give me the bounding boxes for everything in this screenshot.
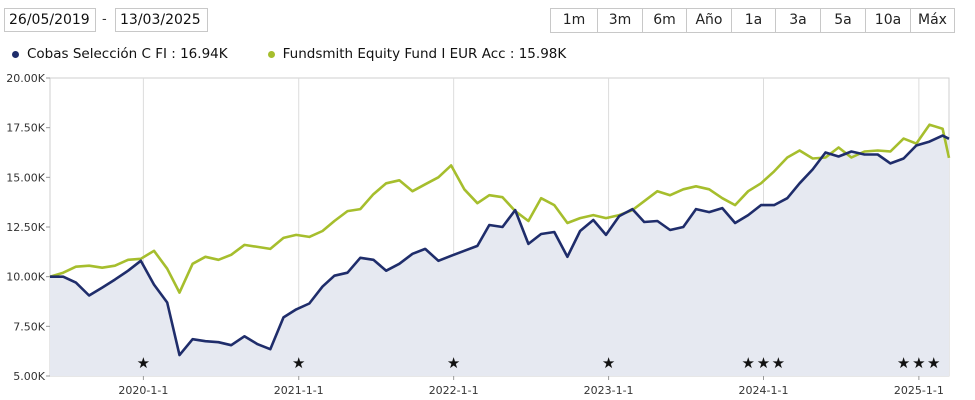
legend-item-cobas[interactable]: Cobas Selección C FI : 16.94K (12, 46, 228, 62)
range-button-1a[interactable]: 1a (731, 9, 775, 32)
y-tick-label: 5.00K (13, 370, 45, 383)
x-tick-label: 2021-1-1 (274, 384, 324, 397)
range-button-5a[interactable]: 5a (820, 9, 865, 32)
date-from-input[interactable]: 26/05/2019 (4, 8, 96, 32)
y-tick-label: 17.50K (6, 122, 45, 135)
area-layer (50, 135, 949, 376)
event-star-marker[interactable]: ★ (757, 354, 770, 372)
legend-value-cobas: 16.94K (180, 46, 228, 62)
event-star-marker[interactable]: ★ (742, 354, 755, 372)
y-tick-label: 15.00K (6, 171, 45, 184)
event-star-marker[interactable]: ★ (897, 354, 910, 372)
range-button-3a[interactable]: 3a (775, 9, 820, 32)
date-to-input[interactable]: 13/03/2025 (115, 8, 208, 32)
legend-dot-cobas (12, 50, 19, 58)
range-button-1m[interactable]: 1m (551, 9, 597, 32)
legend: Cobas Selección C FI : 16.94K Fundsmith … (12, 46, 566, 62)
x-tick-label: 2022-1-1 (429, 384, 479, 397)
legend-label-cobas: Cobas Selección C FI (27, 46, 167, 62)
y-tick-label: 12.50K (6, 221, 45, 234)
series-line-fundsmith[interactable] (49, 123, 951, 294)
legend-dot-fundsmith (267, 50, 275, 58)
series-line-cobas[interactable] (50, 134, 950, 357)
y-tick-label: 20.00K (6, 72, 45, 85)
legend-item-fundsmith[interactable]: Fundsmith Equity Fund I EUR Acc : 15.98K (267, 46, 567, 62)
y-tick-label: 7.50K (13, 320, 45, 333)
axis-layer: 5.00K 7.50K 10.00K 12.50K 15.00K 17.50K 20.00K… (6, 72, 944, 397)
event-star-marker[interactable]: ★ (292, 354, 305, 372)
event-star-marker[interactable]: ★ (137, 354, 150, 372)
x-tick-label: 2024-1-1 (739, 384, 789, 397)
range-button-10a[interactable]: 10a (865, 9, 910, 32)
range-button-6m[interactable]: 6m (642, 9, 686, 32)
x-tick-label: 2023-1-1 (584, 384, 634, 397)
line-layer (49, 123, 951, 357)
range-button-ano[interactable]: Año (686, 9, 731, 32)
event-star-marker[interactable]: ★ (602, 354, 615, 372)
event-star-marker[interactable]: ★ (912, 354, 925, 372)
series-area-cobas (50, 135, 949, 376)
legend-sep-cobas: : (166, 46, 181, 62)
legend-sep-fundsmith: : (505, 46, 519, 62)
legend-value-fundsmith: 15.98K (518, 46, 567, 62)
x-tick-label: 2020-1-1 (118, 384, 168, 397)
y-tick-label: 10.00K (6, 271, 45, 284)
star-layer: ★ ★ ★ ★ ★ ★ ★ ★ ★ ★ (137, 354, 941, 372)
range-button-max[interactable]: Máx (910, 9, 954, 32)
range-selector: 1m 3m 6m Año 1a 3a 5a 10a Máx (550, 8, 955, 33)
x-tick-label: 2025-1-1 (894, 384, 944, 397)
event-star-marker[interactable]: ★ (447, 354, 460, 372)
date-separator: - (102, 12, 107, 27)
event-star-marker[interactable]: ★ (927, 354, 940, 372)
range-button-3m[interactable]: 3m (597, 9, 642, 32)
event-star-marker[interactable]: ★ (772, 354, 785, 372)
legend-label-fundsmith: Fundsmith Equity Fund I EUR Acc (282, 46, 506, 62)
